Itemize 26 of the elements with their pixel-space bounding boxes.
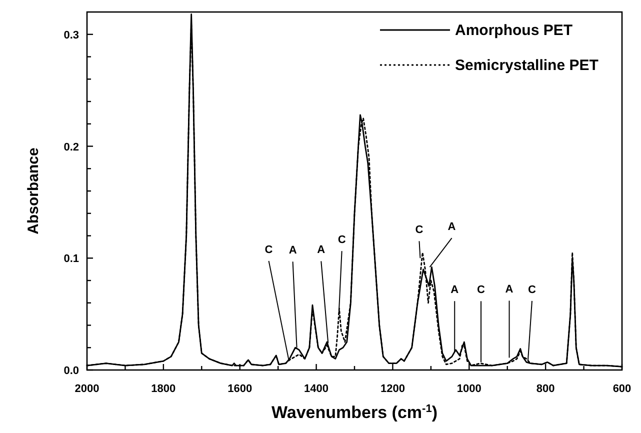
annotation: A	[288, 244, 297, 257]
annotation: C	[264, 244, 273, 256]
annotation: A	[450, 284, 459, 296]
x-tick-label: 1400	[304, 383, 329, 395]
annotation: A	[317, 244, 326, 256]
legend-label: Amorphous PET	[455, 22, 573, 39]
annotation: C	[338, 234, 346, 246]
x-tick-label: 1600	[228, 383, 252, 395]
y-tick-label: 0.3	[64, 29, 79, 42]
x-tick-label: 1200	[380, 383, 405, 395]
y-tick-label: 0.1	[64, 253, 79, 266]
y-tick-label: 0.0	[64, 365, 79, 377]
y-axis-title: Absorbance	[25, 148, 42, 234]
x-tick-label: 1000	[456, 383, 482, 395]
annotation: C	[477, 284, 486, 296]
x-tick-label: 800	[536, 383, 555, 395]
x-axis-title: Wavenumbers (cm$^{-1}$)	[271, 403, 438, 422]
annotation: C	[528, 284, 536, 296]
annotation: A	[448, 221, 456, 234]
annotation: A	[505, 284, 514, 296]
y-tick-label: 0.2	[64, 141, 79, 154]
x-tick-label: 1800	[151, 383, 176, 395]
legend-label: Semicrystalline PET	[455, 57, 598, 74]
x-tick-label: 2000	[74, 383, 100, 395]
x-tick-label: 600	[612, 383, 632, 395]
annotation: C	[415, 224, 424, 236]
